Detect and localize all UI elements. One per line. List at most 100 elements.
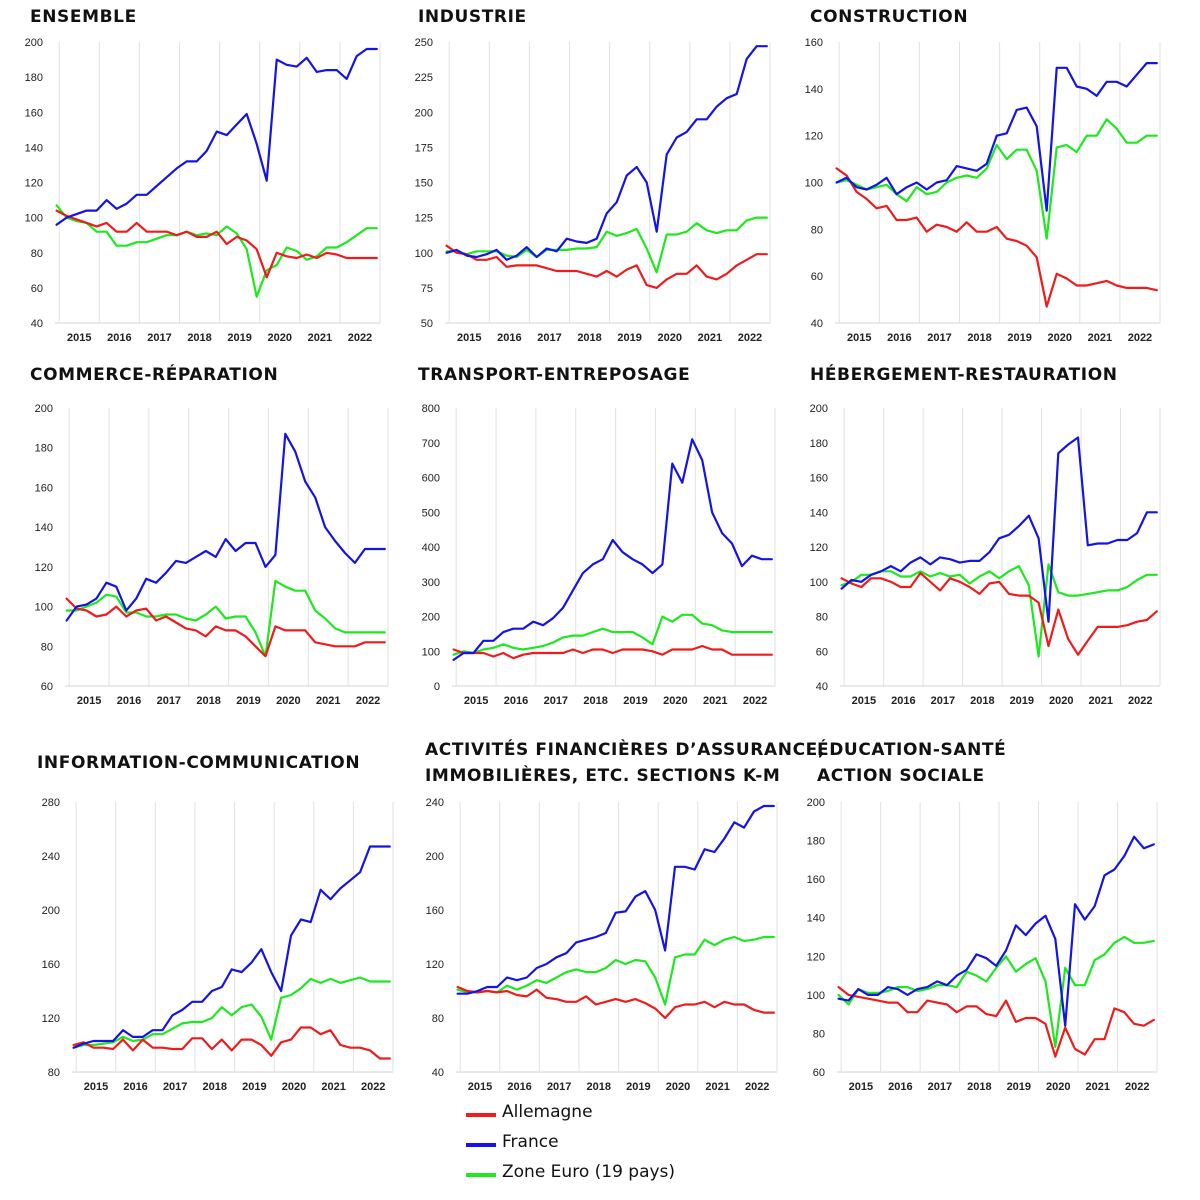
y-tick-label: 125 xyxy=(415,213,433,225)
series-line-france xyxy=(835,61,1158,212)
y-tick-label: 200 xyxy=(422,612,440,624)
chart-panel-6: 2015 2016 2017 2018 2019 2020 2021 2022 40 60 80 10… xyxy=(810,403,1161,707)
series-line-allemagne xyxy=(840,571,1158,656)
panel-title-commerce: COMMERCE-RÉPARATION xyxy=(30,365,279,385)
x-tick-label: 2019 xyxy=(242,1081,266,1093)
y-tick-label: 200 xyxy=(25,37,43,49)
series-line-allemagne xyxy=(445,244,768,289)
series-line-france xyxy=(452,438,773,662)
series-line-france xyxy=(65,432,386,622)
x-tick-label: 2015 xyxy=(468,1081,492,1093)
x-tick-label: 2016 xyxy=(117,695,141,707)
chart-panel-9: 2015 2016 2017 2018 2019 2020 2021 2022 60 80 100 1… xyxy=(807,797,1158,1093)
y-tick-label: 120 xyxy=(426,959,444,971)
y-tick-label: 40 xyxy=(816,681,828,693)
x-tick-label: 2020 xyxy=(1046,1081,1070,1093)
x-tick-label: 2022 xyxy=(738,332,762,344)
x-tick-label: 2017 xyxy=(157,695,181,707)
y-tick-label: 200 xyxy=(35,403,53,415)
x-tick-label: 2021 xyxy=(1086,1081,1110,1093)
y-tick-label: 80 xyxy=(432,1013,444,1025)
series-line-allemagne xyxy=(456,985,775,1020)
y-tick-label: 80 xyxy=(816,612,828,624)
y-tick-label: 100 xyxy=(422,646,440,658)
x-tick-label: 2018 xyxy=(196,695,220,707)
y-tick-label: 80 xyxy=(48,1067,60,1079)
x-tick-label: 2017 xyxy=(147,332,171,344)
x-tick-label: 2016 xyxy=(107,332,131,344)
y-tick-label: 280 xyxy=(42,797,60,809)
y-tick-label: 240 xyxy=(42,851,60,863)
x-tick-label: 2020 xyxy=(1049,695,1073,707)
y-tick-label: 100 xyxy=(415,248,433,260)
x-tick-label: 2018 xyxy=(577,332,601,344)
y-tick-label: 400 xyxy=(422,542,440,554)
y-tick-label: 200 xyxy=(807,797,825,809)
x-tick-label: 2020 xyxy=(282,1081,306,1093)
y-tick-label: 200 xyxy=(810,403,828,415)
y-tick-label: 140 xyxy=(805,84,823,96)
series-line-allemagne xyxy=(65,597,386,658)
y-tick-label: 120 xyxy=(42,1013,60,1025)
y-tick-label: 500 xyxy=(422,507,440,519)
x-tick-label: 2019 xyxy=(1007,1081,1031,1093)
x-tick-label: 2015 xyxy=(67,332,91,344)
panel-title-construction: CONSTRUCTION xyxy=(810,7,969,27)
x-tick-label: 2017 xyxy=(544,695,568,707)
y-tick-label: 140 xyxy=(810,507,828,519)
series-line-allemagne xyxy=(72,1026,391,1060)
panel-title-industrie: INDUSTRIE xyxy=(418,7,527,27)
series-line-allemagne xyxy=(837,985,1155,1058)
legend-label-zone-euro: Zone Euro (19 pays) xyxy=(502,1162,676,1182)
y-tick-label: 160 xyxy=(35,482,53,494)
chart-panel-8: 2015 2016 2017 2018 2019 2020 2021 2022 40 80 120 1… xyxy=(426,797,778,1093)
series-line-zone-euro-19-pays xyxy=(65,579,386,658)
x-tick-label: 2019 xyxy=(626,1081,650,1093)
series-line-allemagne xyxy=(55,209,378,279)
series-line-zone-euro-19-pays xyxy=(835,118,1158,240)
x-tick-label: 2019 xyxy=(1007,332,1031,344)
y-tick-label: 100 xyxy=(810,577,828,589)
x-tick-label: 2021 xyxy=(703,695,727,707)
series-line-france xyxy=(840,436,1158,623)
x-tick-label: 2016 xyxy=(888,1081,912,1093)
x-tick-label: 2018 xyxy=(187,332,211,344)
panel-title-financieres-line1: ACTIVITÉS FINANCIÈRES D’ASSURANCE, xyxy=(425,740,825,760)
y-tick-label: 180 xyxy=(810,438,828,450)
panel-title-financieres-line2: IMMOBILIÈRES, ETC. SECTIONS K-M xyxy=(425,766,781,786)
series-line-france xyxy=(837,835,1155,1027)
x-tick-label: 2019 xyxy=(227,332,251,344)
x-tick-label: 2019 xyxy=(623,695,647,707)
chart-panel-5: 2015 2016 2017 2018 2019 2020 2021 2022 0 100 200 3… xyxy=(422,403,776,707)
y-tick-label: 75 xyxy=(421,283,433,295)
y-tick-label: 100 xyxy=(25,213,43,225)
x-tick-label: 2015 xyxy=(849,1081,873,1093)
chart-panel-7: 2015 2016 2017 2018 2019 2020 2021 2022 80 120 160… xyxy=(42,797,394,1093)
y-tick-label: 120 xyxy=(805,131,823,143)
y-tick-label: 180 xyxy=(807,836,825,848)
x-tick-label: 2015 xyxy=(457,332,481,344)
y-tick-label: 160 xyxy=(807,874,825,886)
series-line-zone-euro-19-pays xyxy=(837,935,1155,1049)
panel-title-education-line1: ÉDUCATION-SANTÉ xyxy=(817,740,1007,760)
y-tick-label: 600 xyxy=(422,473,440,485)
y-tick-label: 50 xyxy=(421,318,433,330)
x-tick-label: 2019 xyxy=(1010,695,1034,707)
legend-swatch-allemagne xyxy=(466,1113,496,1117)
x-tick-label: 2016 xyxy=(123,1081,147,1093)
y-tick-label: 0 xyxy=(434,681,440,693)
y-tick-label: 160 xyxy=(25,107,43,119)
y-tick-label: 140 xyxy=(25,142,43,154)
x-tick-label: 2018 xyxy=(203,1081,227,1093)
y-tick-label: 80 xyxy=(31,248,43,260)
chart-panel-2: 2015 2016 2017 2018 2019 2020 2021 2022 50 75 100 1… xyxy=(415,37,771,344)
y-tick-label: 150 xyxy=(415,178,433,190)
x-tick-label: 2015 xyxy=(84,1081,108,1093)
y-tick-label: 100 xyxy=(807,990,825,1002)
chart-panel-1: 2015 2016 2017 2018 2019 2020 2021 2022 40 60 80 10… xyxy=(25,37,381,344)
y-tick-label: 240 xyxy=(426,797,444,809)
series-line-france xyxy=(72,845,391,1049)
x-tick-label: 2017 xyxy=(928,1081,952,1093)
